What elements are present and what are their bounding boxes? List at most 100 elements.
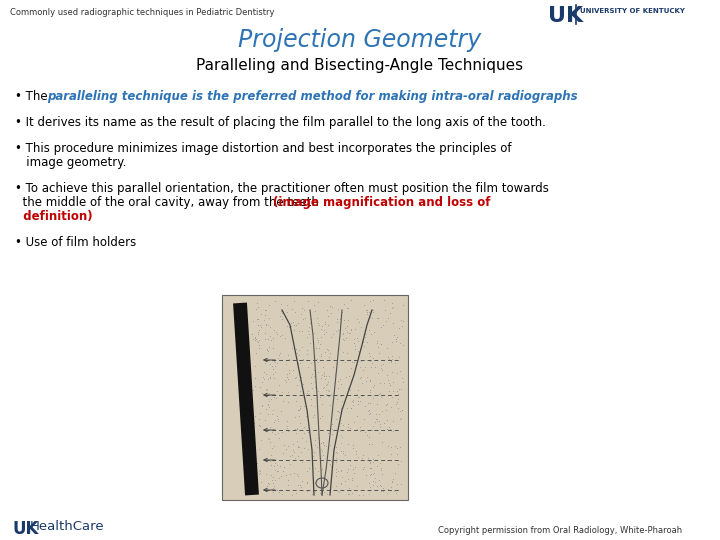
Point: [342, 440, 354, 448]
Point: [366, 426, 378, 435]
Point: [377, 437, 388, 446]
Point: [253, 414, 264, 423]
Point: [275, 472, 287, 481]
Point: [271, 461, 282, 470]
Point: [295, 381, 307, 390]
Point: [249, 374, 261, 382]
Point: [305, 400, 316, 409]
Point: [335, 467, 346, 475]
Point: [361, 308, 373, 316]
Point: [281, 372, 292, 381]
Point: [374, 410, 385, 418]
Point: [354, 490, 365, 499]
Point: [253, 328, 264, 336]
Point: [357, 465, 369, 474]
Point: [310, 477, 321, 486]
Point: [283, 375, 294, 384]
Point: [316, 321, 328, 330]
Point: [248, 419, 260, 428]
Point: [299, 429, 310, 437]
Point: [302, 333, 313, 341]
Point: [253, 445, 265, 454]
Text: • To achieve this parallel orientation, the practitioner often must position the: • To achieve this parallel orientation, …: [15, 182, 549, 195]
Point: [373, 349, 384, 357]
Point: [333, 376, 344, 385]
Point: [382, 353, 394, 362]
Point: [327, 451, 338, 460]
Point: [354, 347, 365, 356]
Point: [377, 359, 389, 368]
Point: [341, 303, 353, 312]
Point: [292, 406, 303, 415]
Point: [374, 420, 386, 428]
Point: [317, 451, 328, 460]
Point: [253, 466, 264, 475]
Point: [333, 488, 345, 496]
Point: [337, 329, 348, 338]
Point: [332, 467, 343, 476]
Point: [310, 487, 321, 496]
Point: [390, 334, 402, 343]
Point: [317, 371, 328, 380]
Point: [294, 404, 306, 413]
Point: [387, 303, 398, 312]
Point: [297, 315, 309, 323]
Point: [312, 386, 323, 395]
Point: [309, 401, 320, 410]
Point: [355, 322, 366, 331]
Point: [397, 406, 408, 415]
Point: [379, 316, 391, 325]
Point: [246, 330, 258, 339]
Point: [394, 366, 405, 375]
Point: [322, 429, 333, 438]
Point: [270, 368, 282, 376]
Point: [320, 461, 332, 469]
Point: [356, 379, 367, 387]
Point: [288, 321, 300, 329]
Point: [372, 482, 383, 490]
Point: [361, 306, 372, 314]
Point: [355, 427, 366, 436]
Point: [294, 402, 306, 410]
Point: [265, 471, 276, 480]
Point: [394, 339, 405, 347]
Point: [340, 392, 351, 401]
Point: [328, 363, 339, 372]
Point: [391, 449, 402, 458]
Point: [372, 314, 383, 322]
Point: [343, 372, 354, 380]
Point: [275, 307, 287, 315]
Point: [372, 369, 384, 377]
Point: [258, 368, 270, 376]
Point: [314, 392, 325, 401]
Point: [374, 378, 386, 387]
Point: [384, 381, 396, 389]
Text: UK: UK: [12, 520, 38, 538]
Point: [343, 489, 355, 498]
Point: [352, 453, 364, 462]
Point: [259, 311, 271, 320]
Point: [330, 472, 341, 481]
Point: [354, 396, 366, 405]
Point: [375, 361, 387, 369]
Point: [394, 323, 405, 332]
Point: [345, 486, 356, 495]
Point: [371, 339, 382, 347]
Point: [289, 296, 300, 305]
Point: [308, 300, 320, 309]
Point: [362, 399, 374, 408]
Point: [386, 368, 397, 377]
Point: [392, 333, 403, 341]
Point: [358, 342, 369, 350]
Point: [333, 408, 345, 417]
Point: [387, 427, 399, 435]
Point: [274, 462, 285, 470]
Point: [264, 456, 276, 465]
Point: [364, 409, 376, 417]
Point: [251, 299, 263, 307]
Text: • It derives its name as the result of placing the film parallel to the long axi: • It derives its name as the result of p…: [15, 116, 546, 129]
Point: [348, 418, 360, 427]
Point: [283, 355, 294, 363]
Point: [346, 358, 358, 367]
Point: [330, 467, 341, 476]
